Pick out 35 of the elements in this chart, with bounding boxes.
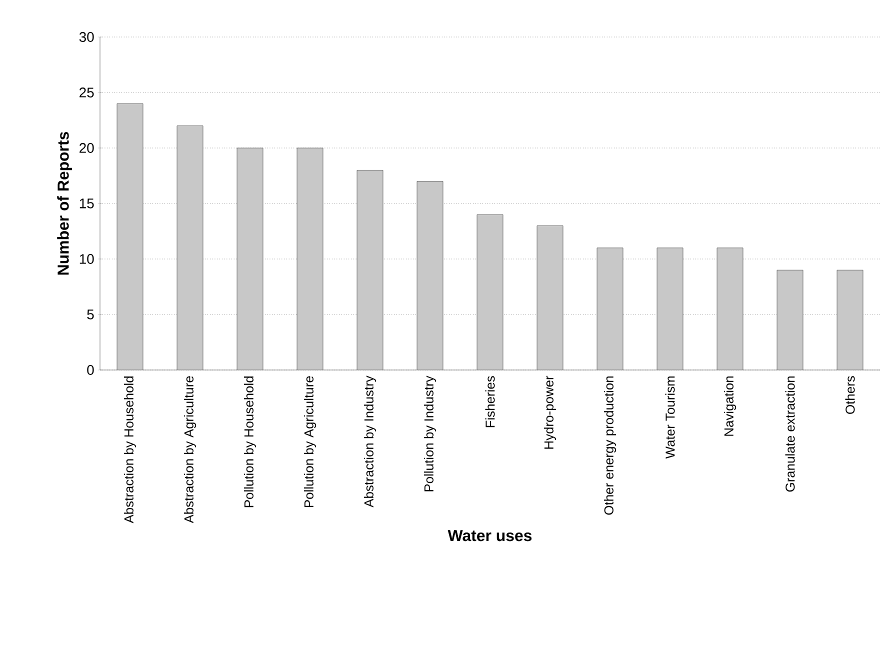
bar [357, 170, 384, 370]
y-tick-label: 10 [80, 254, 94, 264]
x-tick-label: Pollution by Household [244, 376, 256, 508]
x-tick-label: Pollution by Industry [424, 376, 436, 492]
x-tick-label: Pollution by Agriculture [304, 376, 316, 508]
bar [717, 248, 744, 370]
bar [836, 270, 864, 370]
bar [597, 248, 624, 370]
x-axis-title: Water uses [448, 530, 532, 542]
bar [177, 126, 204, 370]
x-tick-label: Water Tourism [665, 376, 675, 459]
bar [537, 226, 564, 370]
y-tick-label: 30 [79, 32, 94, 42]
y-tick-label: 25 [80, 88, 94, 98]
bar [237, 148, 264, 370]
y-tick-label: 5 [87, 310, 94, 320]
y-axis-title: Number of Reports [57, 132, 72, 275]
bar [297, 148, 324, 370]
x-tick-label: Fisheries [485, 376, 495, 428]
x-tick-label: Hydro-power [544, 376, 556, 449]
bar [477, 214, 504, 370]
bar [777, 270, 804, 370]
bar [117, 104, 143, 370]
y-tick-label: 0 [87, 365, 94, 375]
x-tick-label: Others [845, 376, 855, 414]
y-tick-label: 20 [80, 143, 94, 153]
x-tick-label: Navigation [724, 376, 736, 436]
y-tick-label: 15 [80, 198, 94, 208]
bar [657, 248, 684, 370]
x-tick-label: Abstraction by Industry [364, 376, 376, 508]
x-tick-label: Other energy production [604, 376, 616, 515]
x-tick-label: Abstraction by Agriculture [184, 376, 196, 524]
bar [417, 181, 444, 370]
x-tick-label: Abstraction by Household [124, 376, 136, 524]
x-tick-label: Granulate extraction [785, 376, 795, 492]
